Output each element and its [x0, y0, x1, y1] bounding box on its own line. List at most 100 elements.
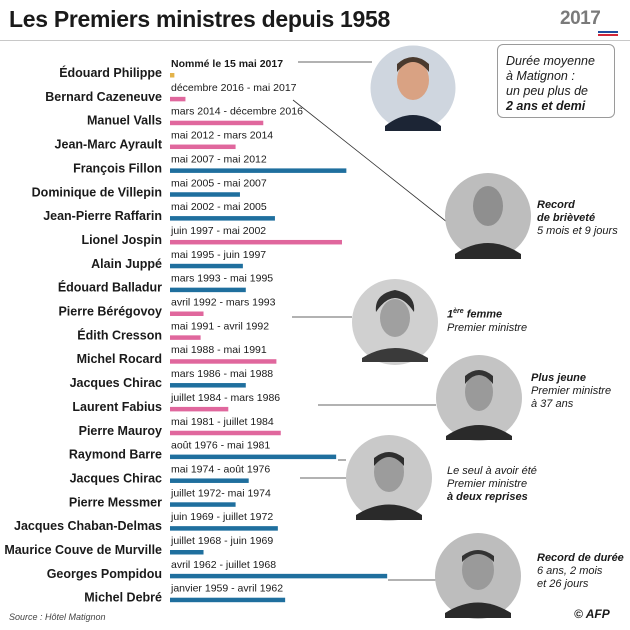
pm-duration-bar	[170, 192, 240, 197]
pm-duration-bar	[170, 120, 264, 126]
avg-line-2: à Matignon :	[506, 69, 575, 83]
pm-row: Jacques Chirac mai 1974 - août 1976	[70, 463, 271, 485]
pm-row: Jean-Pierre Raffarin mai 2002 - mai 2005	[43, 201, 275, 223]
portrait-cresson	[352, 279, 438, 365]
pm-name: Michel Rocard	[77, 352, 162, 366]
pm-row: Maurice Couve de Murville juillet 1968 - …	[4, 535, 273, 557]
pm-name: Bernard Cazeneuve	[45, 90, 162, 104]
pm-period-label: juillet 1968 - juin 1969	[170, 535, 273, 547]
pm-row: Manuel Valls mars 2014 - décembre 2016	[87, 106, 303, 128]
pm-period-label: mai 1991 - avril 1992	[171, 320, 269, 332]
pm-name: Pierre Mauroy	[79, 424, 162, 438]
pm-period-label: mai 2005 - mai 2007	[171, 177, 267, 189]
pm-period-label: décembre 2016 - mai 2017	[171, 82, 297, 94]
note-record-duree-1: Record de durée	[537, 552, 624, 564]
pm-period-label: mai 2012 - mars 2014	[171, 130, 273, 142]
note-premiere-femme-sup: ère	[453, 308, 464, 315]
note-record-duree-2: 6 ans, 2 mois	[537, 565, 603, 577]
pm-duration-bar	[170, 73, 175, 78]
pm-duration-bar	[170, 478, 249, 483]
pm-duration-bar	[170, 430, 281, 436]
pm-row: Raymond Barre août 1976 - mai 1981	[69, 440, 337, 462]
badge-stripe-red	[598, 34, 618, 36]
pm-period-label: juin 1969 - juillet 1972	[170, 511, 273, 523]
pm-duration-bar	[170, 526, 278, 531]
pm-name: Lionel Jospin	[81, 233, 162, 247]
title-divider	[0, 40, 630, 41]
pm-name: Alain Juppé	[91, 257, 162, 271]
pm-row: Pierre Mauroy mai 1981 - juillet 1984	[79, 416, 281, 438]
pm-duration-bar	[170, 311, 204, 316]
pm-name: Pierre Messmer	[69, 495, 162, 509]
note-deux-reprises-3: à deux reprises	[447, 491, 528, 503]
pm-row: Jean-Marc Ayrault mai 2012 - mars 2014	[55, 130, 274, 152]
badge-stripe-blue	[598, 31, 618, 33]
pm-duration-bar	[170, 239, 342, 245]
pm-period-label: avril 1992 - mars 1993	[171, 297, 276, 309]
pm-name: Jean-Marc Ayrault	[55, 138, 163, 152]
pm-duration-bar	[170, 359, 277, 364]
pm-period-label: Nommé le 15 mai 2017	[171, 58, 283, 70]
pm-period-label: juin 1997 - mai 2002	[170, 225, 266, 237]
pm-name: Laurent Fabius	[72, 400, 162, 414]
pm-period-label: août 1976 - mai 1981	[171, 440, 270, 452]
pm-name: Jacques Chirac	[70, 376, 162, 390]
pm-duration-bar	[170, 454, 337, 460]
pm-row: Jacques Chaban-Delmas juin 1969 - juillet…	[14, 511, 278, 533]
connector-lines	[292, 61, 453, 581]
pm-duration-bar	[170, 144, 236, 150]
note-record-duree-3: et 26 jours	[537, 578, 589, 590]
note-plus-jeune-3: à 37 ans	[531, 398, 574, 410]
pm-duration-bar	[170, 263, 243, 269]
pm-period-label: mars 1986 - mai 1988	[171, 368, 273, 380]
pm-row: Michel Debré janvier 1959 - avril 1962	[84, 583, 286, 605]
note-plus-jeune: Plus jeune Premier ministre à 37 ans	[531, 372, 611, 411]
pm-period-label: mai 1995 - juin 1997	[171, 249, 266, 261]
note-record-brevete-3: 5 mois et 9 jours	[537, 225, 618, 237]
pm-period-label: juillet 1984 - mars 1986	[170, 392, 280, 404]
portrait-cazeneuve	[445, 173, 531, 259]
pm-name: François Fillon	[73, 161, 162, 175]
note-record-brevete-1: Record	[537, 199, 575, 211]
portrait-philippe	[369, 44, 457, 132]
note-premiere-femme-1: 1	[447, 308, 454, 321]
note-deux-reprises: Le seul à avoir été Premier ministre à d…	[447, 465, 537, 504]
pm-row: Alain Juppé mai 1995 - juin 1997	[91, 249, 266, 271]
pm-row: Jacques Chirac mars 1986 - mai 1988	[70, 368, 274, 390]
pm-duration-bar	[170, 216, 275, 221]
note-record-brevete: Record de brièveté 5 mois et 9 jours	[537, 199, 618, 238]
pm-name: Manuel Valls	[87, 114, 162, 128]
pm-name: Maurice Couve de Murville	[4, 543, 162, 557]
pm-name: Édith Cresson	[77, 327, 162, 342]
pm-name: Georges Pompidou	[47, 567, 162, 581]
pm-row: Michel Rocard mai 1988 - mai 1991	[77, 344, 277, 366]
pm-row: Laurent Fabius juillet 1984 - mars 1986	[72, 392, 280, 414]
badge-year: 2017	[560, 8, 601, 29]
pm-name: Michel Debré	[84, 591, 162, 605]
note-plus-jeune-1: Plus jeune	[531, 372, 587, 384]
pm-period-label: mars 2014 - décembre 2016	[171, 106, 303, 118]
pm-name: Raymond Barre	[69, 448, 162, 462]
pm-duration-bar	[170, 335, 201, 340]
pm-period-label: mai 1981 - juillet 1984	[171, 416, 274, 428]
pm-row: Pierre Bérégovoy avril 1992 - mars 1993	[58, 297, 275, 319]
pm-name: Édouard Balladur	[58, 280, 162, 295]
pm-duration-bar	[170, 406, 229, 412]
note-deux-reprises-1: Le seul à avoir été	[447, 465, 537, 477]
pm-period-label: janvier 1959 - avril 1962	[170, 583, 283, 595]
pm-duration-bar	[170, 597, 286, 603]
average-duration-box: Durée moyenne à Matignon : un peu plus d…	[497, 44, 615, 118]
pm-duration-bar	[170, 383, 246, 388]
source-note: Source : Hôtel Matignon	[9, 612, 106, 622]
connector-cazeneuve	[292, 99, 453, 227]
portraits	[346, 44, 531, 619]
pm-row: François Fillon mai 2007 - mai 2012	[73, 153, 347, 175]
pm-row: Édouard Philippe Nommé le 15 mai 2017	[59, 58, 283, 80]
pm-row: Bernard Cazeneuve décembre 2016 - mai 201…	[45, 82, 296, 104]
pm-period-label: juillet 1972- mai 1974	[170, 487, 271, 499]
pm-duration-bar	[170, 573, 388, 579]
portrait-fabius	[436, 355, 522, 441]
rows-layer: Édouard Philippe Nommé le 15 mai 2017 Bern…	[4, 58, 388, 605]
pm-duration-bar	[170, 168, 347, 173]
